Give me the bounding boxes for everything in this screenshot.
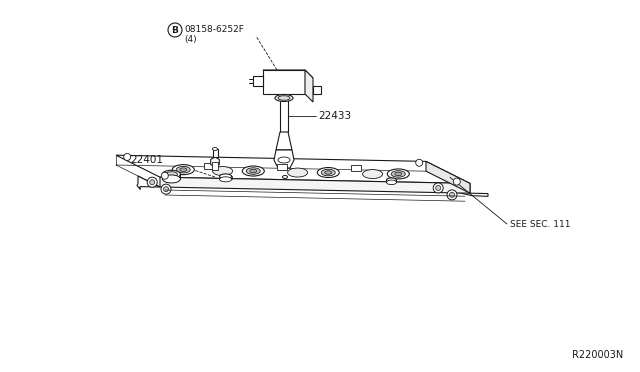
Ellipse shape: [165, 172, 177, 177]
Circle shape: [168, 23, 182, 37]
Ellipse shape: [324, 171, 332, 174]
Ellipse shape: [275, 94, 293, 102]
Bar: [212, 149, 218, 157]
Ellipse shape: [246, 168, 260, 174]
Circle shape: [433, 183, 443, 193]
Circle shape: [147, 177, 157, 187]
Text: B: B: [172, 26, 179, 35]
Text: 08158-6252F: 08158-6252F: [184, 25, 244, 33]
FancyBboxPatch shape: [351, 166, 360, 171]
Ellipse shape: [278, 157, 290, 163]
Ellipse shape: [220, 174, 232, 179]
Ellipse shape: [172, 165, 195, 174]
Ellipse shape: [163, 175, 180, 183]
Ellipse shape: [180, 168, 187, 171]
Ellipse shape: [321, 169, 335, 176]
Ellipse shape: [363, 170, 383, 179]
Ellipse shape: [163, 170, 180, 178]
FancyBboxPatch shape: [204, 163, 214, 169]
Ellipse shape: [212, 167, 232, 176]
Ellipse shape: [220, 177, 232, 182]
Circle shape: [124, 154, 131, 160]
Ellipse shape: [391, 171, 405, 177]
Polygon shape: [253, 76, 263, 86]
Ellipse shape: [395, 172, 402, 176]
Polygon shape: [137, 176, 160, 189]
Circle shape: [150, 180, 155, 185]
Circle shape: [163, 187, 168, 192]
Polygon shape: [313, 86, 321, 94]
Ellipse shape: [250, 169, 257, 173]
Polygon shape: [116, 155, 470, 183]
Ellipse shape: [317, 167, 339, 177]
Polygon shape: [263, 70, 313, 78]
Circle shape: [436, 186, 441, 190]
Polygon shape: [263, 70, 305, 94]
Ellipse shape: [176, 166, 190, 173]
Ellipse shape: [387, 169, 410, 179]
Circle shape: [449, 192, 454, 198]
Text: (4): (4): [184, 35, 196, 44]
Polygon shape: [274, 150, 294, 168]
Text: 22401: 22401: [130, 155, 163, 165]
Circle shape: [453, 178, 460, 185]
Polygon shape: [448, 182, 488, 196]
FancyBboxPatch shape: [276, 164, 287, 170]
Circle shape: [161, 172, 168, 179]
Ellipse shape: [278, 96, 290, 100]
Text: SEE SEC. 111: SEE SEC. 111: [510, 219, 570, 228]
Ellipse shape: [387, 178, 396, 182]
Ellipse shape: [282, 176, 287, 179]
Text: 22433: 22433: [318, 111, 351, 121]
Polygon shape: [426, 161, 470, 193]
Polygon shape: [211, 157, 220, 167]
Polygon shape: [276, 132, 292, 150]
Circle shape: [447, 190, 457, 200]
Polygon shape: [305, 70, 313, 102]
Ellipse shape: [243, 166, 264, 176]
Circle shape: [416, 159, 422, 166]
Bar: [212, 162, 218, 170]
Ellipse shape: [212, 148, 218, 151]
Circle shape: [161, 184, 171, 194]
Ellipse shape: [287, 168, 308, 177]
Polygon shape: [160, 177, 470, 193]
Ellipse shape: [387, 180, 396, 185]
Text: R220003N: R220003N: [572, 350, 623, 360]
